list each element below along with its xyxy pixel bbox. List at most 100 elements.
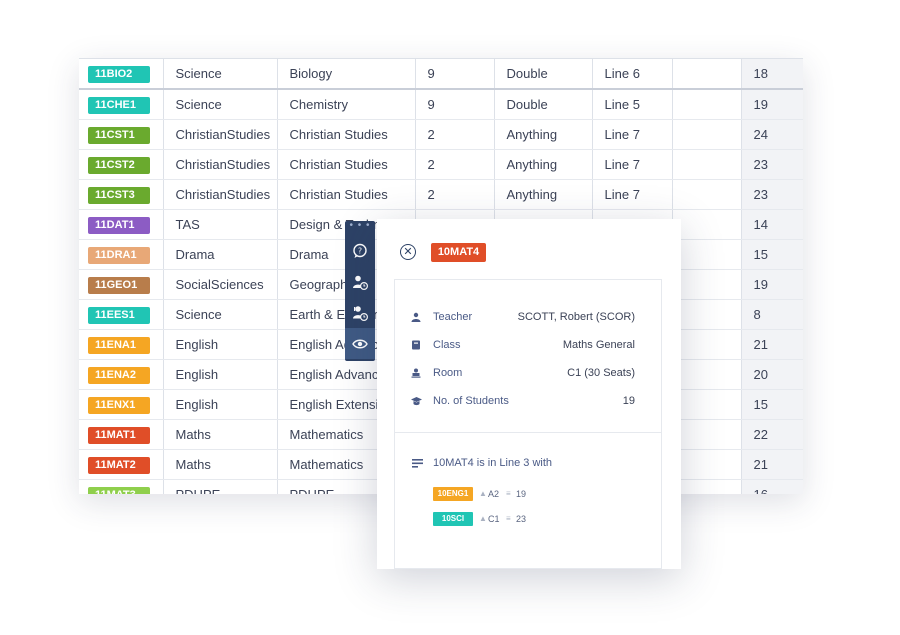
faculty-cell: ChristianStudies [163,149,278,180]
line-class-row[interactable]: 10SCI ▲ C1 ≡ 23 [433,512,553,526]
detail-value: C1 (30 Seats) [567,367,635,379]
detail-label: No. of Students [433,395,509,407]
code-cell: 11GEO1 [79,269,164,300]
drag-handle[interactable]: • • • [349,220,371,231]
eye-icon [352,339,368,348]
room-icon: ▲ [479,489,487,498]
class-code-badge[interactable]: 11DAT1 [88,216,150,234]
class-code-badge[interactable]: 11CST1 [88,126,150,144]
class-code-badge[interactable]: 11MAT2 [88,456,150,474]
table-row[interactable]: 11BIO2 Science Biology 9 Double Line 6 18 [79,58,803,90]
subject-cell: Biology [277,58,416,90]
table-row[interactable]: 11CST1 ChristianStudies Christian Studies 2… [79,119,803,150]
count-cell: 8 [741,299,803,330]
line-class-room: C1 [488,514,500,524]
num-cell: 2 [415,179,495,210]
faculty-cell: SocialSciences [163,269,278,300]
detail-value: SCOTT, Robert (SCOR) [517,311,635,323]
count-cell: 23 [741,179,803,210]
faculty-cell: TAS [163,209,278,240]
book-icon [412,340,420,350]
class-code-badge[interactable]: 11DRA1 [88,246,150,264]
comment-question-icon: ? [353,243,367,258]
extra-cell [672,89,742,120]
code-cell: 11ENA2 [79,359,164,390]
code-cell: 11DAT1 [79,209,164,240]
class-code-badge[interactable]: 11ENX1 [88,396,150,414]
floating-toolbar: • • • ? [345,221,375,361]
class-details-card: Teacher SCOTT, Robert (SCOR) Class Maths… [394,279,662,569]
extra-cell [672,58,742,90]
room-icon: ▲ [479,514,487,523]
count-cell: 21 [741,449,803,480]
table-row[interactable]: 11CST3 ChristianStudies Christian Studies 2… [79,179,803,210]
class-code-badge[interactable]: 11BIO2 [88,65,150,83]
detail-row-class: Class Maths General [395,336,661,356]
subject-cell: Christian Studies [277,179,416,210]
faculty-cell: ChristianStudies [163,119,278,150]
extra-cell [672,209,742,240]
toolbar-button-eye[interactable] [345,328,375,359]
line-class-row[interactable]: 10ENG1 ▲ A2 ≡ 19 [433,487,553,501]
line-class-count: 19 [516,489,527,499]
extra-cell [672,179,742,210]
class-code-badge[interactable]: 11MAT3 [88,486,150,494]
extra-cell [672,359,742,390]
class-code-badge[interactable]: 11ENA1 [88,336,150,354]
extra-cell [672,149,742,180]
class-code-badge[interactable]: 11GEO1 [88,276,150,294]
class-code-badge[interactable]: 11CHE1 [88,96,150,114]
class-code-badge[interactable]: 11ENA2 [88,366,150,384]
close-button[interactable]: ✕ [400,244,416,260]
detail-label: Class [433,339,461,351]
extra-cell [672,389,742,420]
code-cell: 11CST2 [79,149,164,180]
code-cell: 11MAT3 [79,479,164,494]
faculty-cell: English [163,359,278,390]
extra-cell [672,449,742,480]
extra-cell [672,329,742,360]
faculty-cell: English [163,329,278,360]
code-cell: 11CST1 [79,119,164,150]
toolbar-button-question[interactable]: ? [345,235,375,266]
toolbar-button-person-clock-alt[interactable] [345,297,375,328]
code-cell: 11EES1 [79,299,164,330]
faculty-cell: English [163,389,278,420]
toolbar-button-person-clock[interactable] [345,266,375,297]
students-icon: ≡ [506,514,511,523]
faculty-cell: Science [163,58,278,90]
code-cell: 11DRA1 [79,239,164,270]
class-code-badge[interactable]: 11CST3 [88,186,150,204]
table-row[interactable]: 11CST2 ChristianStudies Christian Studies 2… [79,149,803,180]
count-cell: 20 [741,359,803,390]
faculty-cell: Drama [163,239,278,270]
count-cell: 16 [741,479,803,494]
class-detail-popup: ✕ 10MAT4 Teacher SCOTT, Robert (SCOR) Cl… [377,219,681,569]
faculty-cell: ChristianStudies [163,179,278,210]
table-row[interactable]: 11CHE1 Science Chemistry 9 Double Line 5 19 [79,89,803,120]
period-cell: Double [494,58,593,90]
code-cell: 11BIO2 [79,58,164,90]
subject-cell: Christian Studies [277,149,416,180]
line-cell: Line 7 [592,119,673,150]
line-cell: Line 7 [592,149,673,180]
class-code-badge[interactable]: 11CST2 [88,156,150,174]
extra-cell [672,419,742,450]
faculty-cell: Maths [163,449,278,480]
period-cell: Double [494,89,593,120]
line-class-count: 23 [516,514,527,524]
line-class-badge: 10ENG1 [433,487,473,501]
students-icon: ≡ [506,489,511,498]
period-cell: Anything [494,179,593,210]
detail-value: 19 [622,395,635,407]
line-cell: Line 5 [592,89,673,120]
detail-label: Room [433,367,463,379]
person-clock-alt-icon [353,305,368,321]
line-cell: Line 7 [592,179,673,210]
num-cell: 2 [415,119,495,150]
count-cell: 19 [741,269,803,300]
num-cell: 9 [415,58,495,90]
class-code-badge[interactable]: 11MAT1 [88,426,150,444]
class-code-badge[interactable]: 11EES1 [88,306,150,324]
close-icon: ✕ [403,246,413,258]
